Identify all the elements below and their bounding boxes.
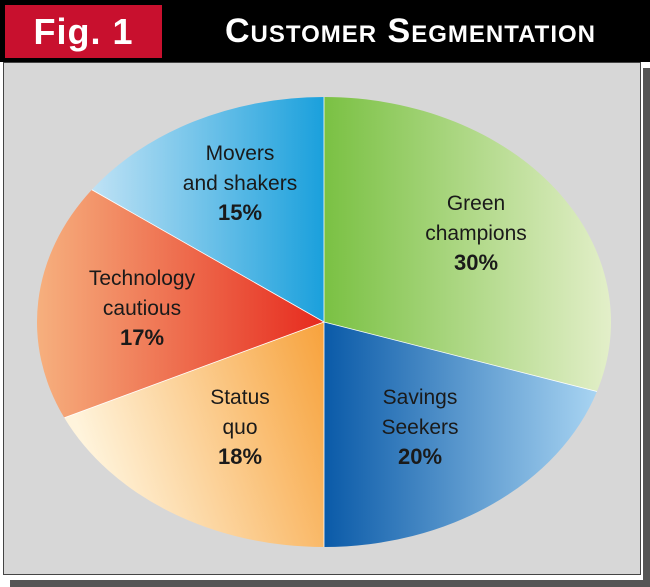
slice-divider-4 bbox=[64, 321, 325, 419]
pie-slices bbox=[37, 97, 612, 547]
slice-label-4-line-2: cautious bbox=[103, 297, 181, 320]
slice-label-5-line-1: Movers bbox=[206, 142, 275, 165]
slice-percent-3: 18% bbox=[218, 444, 262, 469]
pie-slice-1 bbox=[324, 97, 612, 392]
slice-percent-1: 30% bbox=[454, 250, 498, 275]
pie-labels: Green champions 30% Savings Seekers 20% Status… bbox=[89, 142, 527, 469]
pie-slice-5 bbox=[91, 97, 324, 322]
slice-label-3-line-1: Status bbox=[210, 386, 270, 409]
slice-label-2-line-1: Savings bbox=[383, 386, 458, 409]
panel-shadow-right bbox=[643, 68, 650, 580]
pie-slice-2 bbox=[324, 322, 597, 547]
slice-divider-5 bbox=[91, 189, 325, 323]
slice-divider-2 bbox=[323, 321, 598, 392]
chart-title: Customer Segmentation bbox=[224, 12, 596, 50]
slice-label-1-line-2: champions bbox=[425, 222, 527, 245]
slice-label-2-line-2: Seekers bbox=[381, 416, 458, 439]
slice-label-5-line-2: and shakers bbox=[183, 172, 297, 195]
slice-percent-2: 20% bbox=[398, 444, 442, 469]
slice-label-3-line-2: quo bbox=[222, 416, 257, 439]
figure-number: Fig. 1 bbox=[33, 11, 134, 52]
slice-percent-5: 15% bbox=[218, 200, 262, 225]
slice-label-1-line-1: Green bbox=[447, 192, 505, 215]
pie-slice-4 bbox=[37, 189, 325, 418]
header-bar: Fig. 1 Customer Segmentation bbox=[0, 0, 650, 62]
figure-badge: Fig. 1 bbox=[5, 5, 162, 58]
panel-shadow-bottom bbox=[10, 580, 650, 587]
slice-percent-4: 17% bbox=[120, 325, 164, 350]
pie-slice-3 bbox=[64, 322, 324, 547]
slice-label-4-line-1: Technology bbox=[89, 267, 196, 290]
